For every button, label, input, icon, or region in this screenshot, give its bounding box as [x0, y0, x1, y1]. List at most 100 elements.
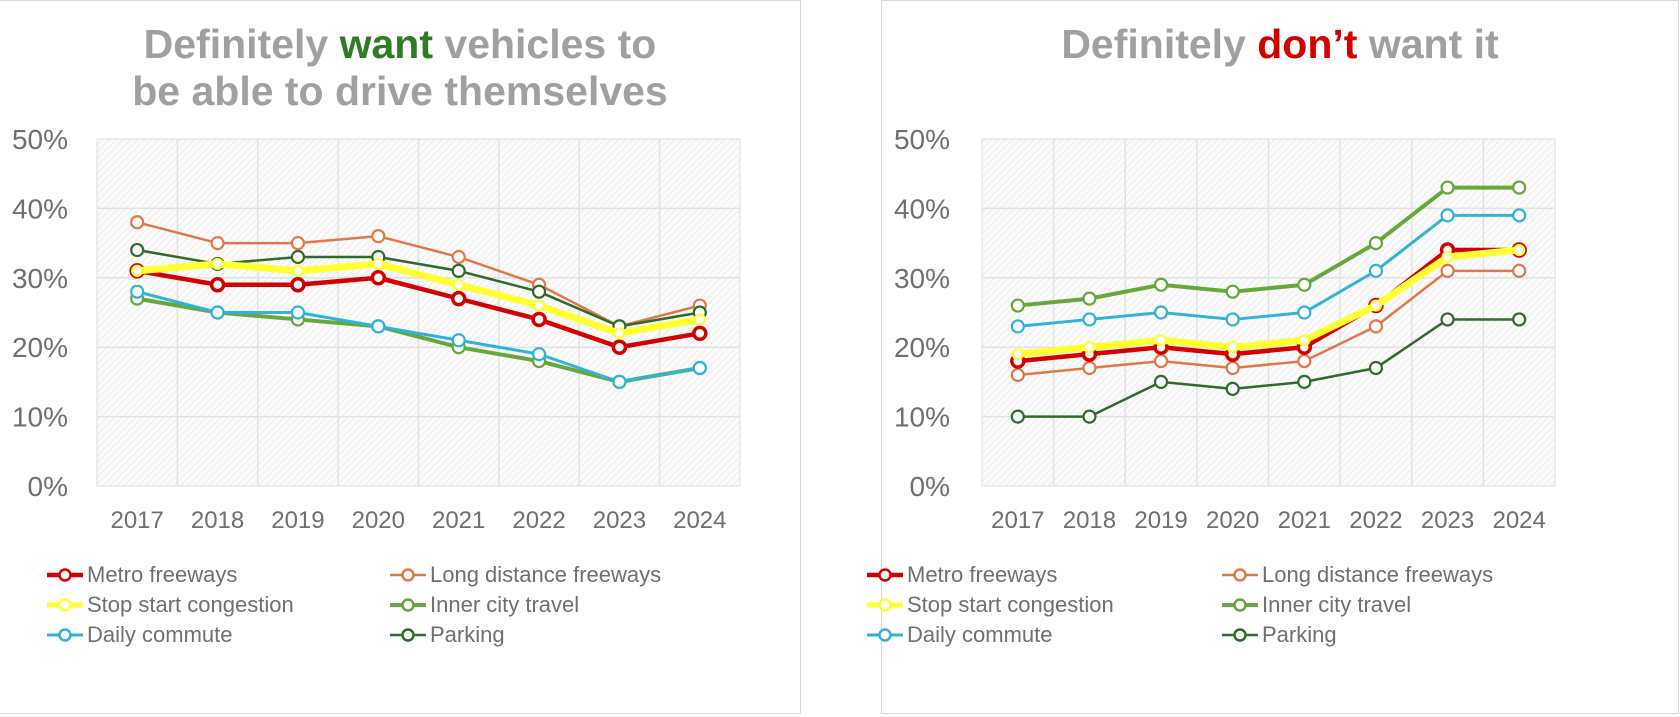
data-point	[452, 278, 465, 291]
data-point	[613, 327, 626, 340]
legend-label: Parking	[430, 622, 505, 647]
legend-item: Metro freeways	[865, 562, 1058, 587]
legend-label: Inner city travel	[430, 592, 580, 617]
y-tick-label: 0%	[28, 471, 68, 502]
y-tick-label: 10%	[894, 402, 950, 433]
data-point	[612, 374, 627, 389]
legend-item: Inner city travel	[388, 592, 580, 617]
data-point	[1298, 334, 1311, 347]
legend-swatch-marker	[58, 598, 72, 612]
series-line-stop-start-congestion	[1017, 246, 1520, 358]
data-point	[1368, 360, 1384, 376]
series-line-parking	[1017, 318, 1520, 418]
data-point	[1297, 374, 1312, 389]
data-point	[692, 360, 707, 376]
x-tick-label: 2019	[1134, 507, 1187, 534]
data-point	[1010, 409, 1025, 424]
series-long-distance-freeways	[1010, 263, 1527, 383]
data-point	[1153, 305, 1169, 320]
data-point	[1297, 277, 1312, 292]
y-tick-label: 10%	[12, 402, 68, 433]
legend-item: Long distance freeways	[1220, 562, 1494, 587]
data-point	[451, 333, 466, 348]
x-tick-label: 2017	[991, 507, 1044, 534]
data-point	[451, 263, 466, 278]
legend-label: Long distance freeways	[1262, 562, 1494, 587]
data-point	[1153, 277, 1169, 292]
legend-swatch-icon	[867, 568, 903, 582]
x-tick-label: 2022	[1349, 507, 1402, 534]
legend-item: Inner city travel	[1220, 592, 1412, 617]
series-stop-start-congestion	[1011, 243, 1526, 361]
x-tick-label: 2020	[1206, 507, 1259, 534]
data-point	[1440, 180, 1455, 195]
legend-swatch-icon	[867, 598, 903, 612]
data-point	[1154, 334, 1168, 347]
legend-swatch-icon	[1222, 568, 1258, 582]
data-point	[210, 305, 225, 320]
chart-title-want: Definitely want vehicles to be able to d…	[0, 21, 800, 115]
data-point	[611, 339, 628, 355]
legend-swatch-icon	[390, 568, 426, 582]
legend-swatch-icon	[47, 628, 83, 642]
x-tick-label: 2024	[673, 507, 726, 534]
data-point	[1440, 312, 1455, 327]
series-line-stop-start-congestion	[136, 260, 701, 337]
legend-swatch-icon	[47, 598, 83, 612]
data-point	[1297, 305, 1312, 320]
data-point	[1513, 243, 1526, 257]
legend-item: Stop start congestion	[865, 592, 1114, 617]
data-point	[1153, 374, 1169, 389]
data-point	[1441, 250, 1454, 264]
legend-label: Metro freeways	[907, 562, 1058, 587]
legend-swatch-marker	[401, 598, 415, 612]
legend-item: Stop start congestion	[45, 592, 294, 617]
data-point	[531, 311, 547, 328]
title-line-1: Definitely want vehicles to	[0, 21, 800, 68]
chart-panel-dont-want: Definitely don’t want it 0% 10% 20% 30% 40% 5…	[867, 0, 1679, 714]
data-point	[290, 276, 306, 293]
series-parking	[1010, 312, 1527, 424]
data-point	[1011, 348, 1024, 361]
y-tick-label: 20%	[12, 332, 68, 363]
data-point	[532, 299, 546, 312]
data-point	[371, 229, 386, 244]
data-point	[1368, 263, 1384, 278]
data-point	[1368, 319, 1384, 334]
legend-swatch-icon	[390, 598, 426, 612]
legend-swatch-marker	[1233, 628, 1247, 642]
data-point	[290, 305, 306, 320]
data-point	[1512, 263, 1527, 278]
legend-swatch-icon	[47, 568, 83, 582]
data-point	[693, 313, 706, 326]
legend-label: Long distance freeways	[430, 562, 662, 587]
data-point	[290, 236, 306, 251]
series-line-inner-city-travel	[1017, 185, 1520, 308]
legend-swatch-marker	[401, 628, 415, 642]
x-tick-label: 2023	[1421, 507, 1474, 534]
data-point	[130, 242, 145, 258]
x-tick-label: 2019	[271, 507, 324, 534]
x-tick-label: 2022	[512, 507, 565, 534]
legend-swatch-marker	[58, 628, 72, 642]
data-point	[1225, 360, 1240, 376]
legend-swatch-marker	[878, 628, 892, 642]
data-point	[1225, 284, 1240, 299]
data-point	[1083, 341, 1096, 354]
series-line-metro-freeways	[136, 268, 701, 350]
series-line-daily-commute	[1017, 213, 1520, 328]
x-tick-label: 2021	[432, 507, 485, 534]
data-point	[1082, 360, 1097, 376]
legend-label: Daily commute	[907, 622, 1053, 647]
legend-swatch-icon	[1222, 628, 1258, 642]
data-point	[1512, 312, 1527, 327]
line-chart-want: 0% 10% 20% 30% 40% 50% 2017 2018 2019 2020 2021 202…	[12, 124, 741, 534]
data-point	[1082, 312, 1097, 327]
legend-label: Metro freeways	[87, 562, 238, 587]
data-point	[1297, 353, 1312, 369]
legend-label: Parking	[1262, 622, 1337, 647]
legend-item: Metro freeways	[45, 562, 238, 587]
data-point	[209, 276, 226, 293]
legend-label: Inner city travel	[1262, 592, 1412, 617]
y-tick-label: 40%	[12, 193, 68, 224]
